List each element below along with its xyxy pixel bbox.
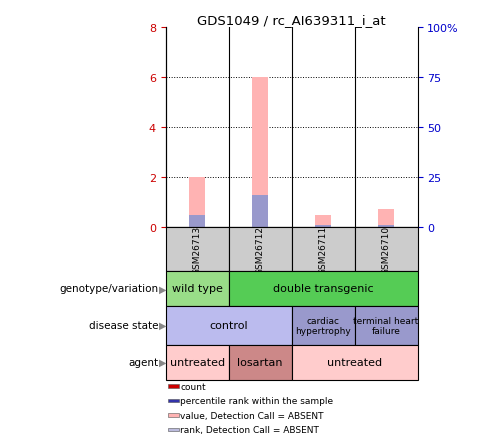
Text: losartan: losartan xyxy=(237,358,283,367)
Text: control: control xyxy=(209,321,248,330)
Text: rank, Detection Call = ABSENT: rank, Detection Call = ABSENT xyxy=(180,425,319,434)
Text: value, Detection Call = ABSENT: value, Detection Call = ABSENT xyxy=(180,411,324,420)
Bar xyxy=(315,226,331,228)
Bar xyxy=(378,209,394,228)
Bar xyxy=(292,345,418,380)
Bar xyxy=(228,271,418,306)
Bar xyxy=(168,428,179,431)
Text: wild type: wild type xyxy=(172,284,223,293)
Text: ▶: ▶ xyxy=(159,321,167,330)
Bar xyxy=(292,306,355,345)
Bar xyxy=(378,225,394,228)
Bar xyxy=(168,414,179,417)
Text: agent: agent xyxy=(128,358,158,367)
Bar xyxy=(166,271,228,306)
Text: cardiac
hypertrophy: cardiac hypertrophy xyxy=(295,316,351,335)
Bar xyxy=(166,345,228,380)
Bar xyxy=(292,228,355,271)
Text: percentile rank within the sample: percentile rank within the sample xyxy=(180,396,334,405)
Bar xyxy=(168,385,179,388)
Text: ▶: ▶ xyxy=(159,284,167,293)
Bar xyxy=(252,78,268,228)
Title: GDS1049 / rc_AI639311_i_at: GDS1049 / rc_AI639311_i_at xyxy=(197,14,386,27)
Bar xyxy=(252,195,268,228)
Bar xyxy=(166,306,292,345)
Text: GSM26711: GSM26711 xyxy=(319,225,327,274)
Bar xyxy=(189,215,205,228)
Text: GSM26710: GSM26710 xyxy=(382,225,391,274)
Text: untreated: untreated xyxy=(169,358,225,367)
Bar xyxy=(315,215,331,228)
Text: count: count xyxy=(180,382,206,391)
Text: untreated: untreated xyxy=(327,358,382,367)
Text: GSM26712: GSM26712 xyxy=(256,225,264,274)
Bar xyxy=(189,178,205,228)
Bar xyxy=(166,228,228,271)
Bar xyxy=(168,399,179,402)
Text: genotype/variation: genotype/variation xyxy=(59,284,158,293)
Text: double transgenic: double transgenic xyxy=(273,284,373,293)
Text: terminal heart
failure: terminal heart failure xyxy=(353,316,419,335)
Bar xyxy=(355,306,418,345)
Text: ▶: ▶ xyxy=(159,358,167,367)
Bar xyxy=(228,345,292,380)
Text: GSM26713: GSM26713 xyxy=(192,225,202,274)
Bar xyxy=(228,228,292,271)
Text: disease state: disease state xyxy=(89,321,158,330)
Bar xyxy=(355,228,418,271)
